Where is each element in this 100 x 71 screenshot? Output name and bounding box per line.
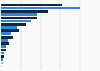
Bar — [1, 23, 26, 26]
Bar — [1, 4, 62, 6]
Bar — [1, 55, 4, 58]
Bar — [1, 7, 80, 9]
Bar — [1, 52, 4, 54]
Bar — [1, 13, 37, 16]
Bar — [1, 42, 9, 45]
Bar — [1, 32, 11, 35]
Bar — [1, 45, 6, 48]
Bar — [1, 20, 31, 22]
Bar — [1, 17, 37, 19]
Bar — [1, 36, 13, 39]
Bar — [1, 29, 19, 32]
Bar — [1, 49, 6, 51]
Bar — [1, 39, 8, 42]
Bar — [1, 10, 48, 13]
Bar — [1, 58, 3, 61]
Bar — [1, 65, 2, 67]
Bar — [1, 26, 17, 29]
Bar — [1, 62, 3, 64]
